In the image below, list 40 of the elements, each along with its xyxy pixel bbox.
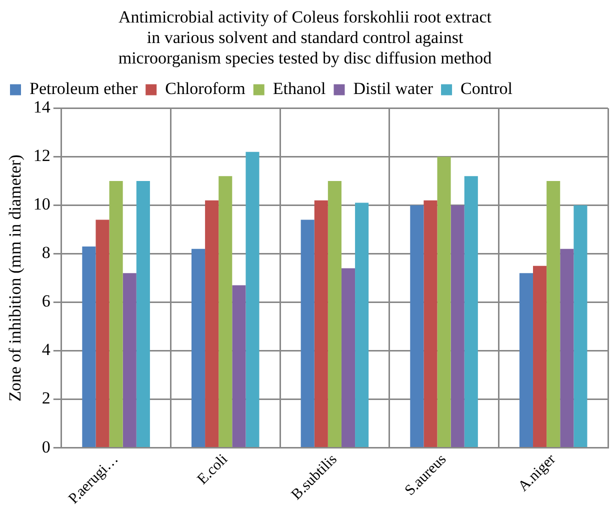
bar bbox=[82, 246, 96, 448]
bar bbox=[191, 248, 206, 448]
bar bbox=[96, 220, 110, 448]
bar bbox=[464, 176, 478, 448]
y-tick-label: 8 bbox=[42, 243, 50, 262]
bar bbox=[300, 220, 314, 448]
y-tick-label: 14 bbox=[33, 98, 51, 117]
legend-label: Petroleum ether bbox=[30, 79, 138, 98]
bar bbox=[533, 266, 547, 448]
legend-label: Control bbox=[460, 79, 513, 98]
y-tick-label: 0 bbox=[42, 437, 50, 456]
bar bbox=[246, 152, 260, 448]
bar bbox=[574, 205, 588, 448]
bar bbox=[314, 200, 328, 448]
y-tick-label: 6 bbox=[42, 292, 50, 311]
bar bbox=[205, 200, 219, 448]
bar bbox=[109, 180, 123, 448]
legend-label: Ethanol bbox=[272, 79, 326, 98]
bar bbox=[232, 285, 246, 448]
bar bbox=[328, 180, 342, 448]
bar bbox=[341, 268, 356, 448]
y-tick-label: 2 bbox=[42, 388, 50, 408]
legend-label: Distil water bbox=[353, 79, 434, 98]
bar bbox=[136, 180, 150, 448]
bar bbox=[437, 156, 451, 448]
bar bbox=[450, 205, 464, 448]
bar bbox=[560, 248, 574, 448]
bar bbox=[355, 202, 369, 448]
bar bbox=[519, 273, 534, 448]
y-tick-label: 10 bbox=[33, 194, 50, 214]
bar bbox=[424, 200, 438, 448]
bar bbox=[410, 205, 424, 448]
bar bbox=[218, 176, 232, 448]
bar bbox=[546, 180, 560, 448]
bar bbox=[122, 273, 136, 448]
y-tick-label: 4 bbox=[42, 340, 51, 360]
legend-label: Chloroform bbox=[165, 79, 246, 98]
y-axis-title: Zone of inhibition (mm in diameter) bbox=[6, 154, 25, 402]
y-tick-label: 12 bbox=[33, 146, 50, 166]
chart-title: Antimicrobial activity of Coleus forskohlii root extract in various solvent and standard control against microorganism species tested by disc diffusion method bbox=[118, 8, 492, 68]
